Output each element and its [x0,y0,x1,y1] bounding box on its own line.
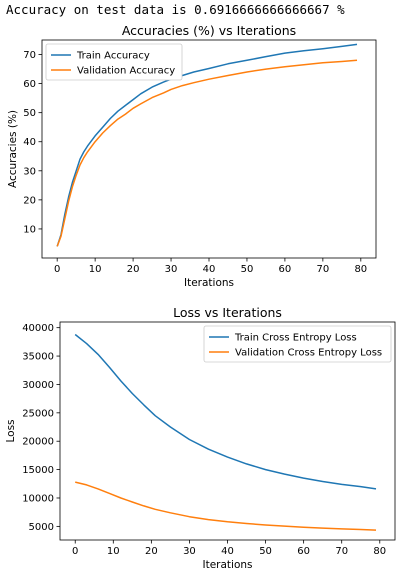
legend-label-1: Train Cross Entropy Loss [234,333,357,344]
series-line-2 [56,59,358,247]
legend-box [45,43,183,81]
x-tick-label: 10 [107,546,120,557]
x-axis-label: Iterations [202,559,252,571]
y-tick-label: 60 [23,79,36,90]
x-tick-label: 70 [335,546,348,557]
test-accuracy-output: Accuracy on test data is 0.6916666666666… [6,2,345,17]
x-tick-label: 60 [279,264,292,275]
x-tick-label: 30 [183,546,196,557]
legend-box [203,325,392,363]
chart-2: 0 10 20 30 40 50 60 70 80 5000 10000 15000 20000 2500… [5,305,396,571]
chart-title: Accuracies (%) vs Iterations [122,23,296,38]
x-tick-label: 40 [203,264,216,275]
y-axis-label: Accuracies (%) [7,110,19,188]
series-line-2 [75,481,377,531]
y-tick-label: 70 [23,50,36,61]
x-tick-label: 50 [259,546,272,557]
y-tick-label: 40000 [22,323,54,334]
legend-label-2: Validation Cross Entropy Loss [235,348,382,359]
series-line-1 [74,333,377,490]
y-tick-label: 30000 [22,380,54,391]
y-tick-label: 15000 [22,465,54,476]
y-tick-label: 50 [23,108,36,119]
x-tick-label: 40 [221,546,234,557]
x-tick-label: 80 [373,546,386,557]
y-tick-label: 35000 [22,352,54,363]
legend: Train Accuracy Validation Accuracy [45,43,183,81]
y-tick-label: 20000 [22,437,54,448]
x-tick-label: 50 [241,264,254,275]
y-tick-label: 10000 [22,493,54,504]
legend: Train Cross Entropy Loss Validation Cross… [203,325,392,363]
legend-label-2: Validation Accuracy [77,66,175,77]
x-tick-label: 20 [127,264,140,275]
legend-label-1: Train Accuracy [76,51,150,62]
y-tick-label: 25000 [22,408,54,419]
y-axis-label: Loss [5,419,17,442]
x-tick-label: 70 [316,264,329,275]
chart-1: 0 10 20 30 40 50 60 70 80 10 20 30 40 50 60 70 Accuracie… [7,23,377,289]
y-tick-label: 20 [23,195,36,206]
y-tick-label: 40 [23,137,36,148]
y-tick-label: 10 [23,224,36,235]
x-tick-label: 20 [145,546,158,557]
x-tick-label: 10 [89,264,102,275]
x-tick-label: 60 [297,546,310,557]
chart-title: Loss vs Iterations [173,305,282,320]
y-tick-label: 30 [23,166,36,177]
x-tick-label: 80 [354,264,367,275]
x-tick-label: 0 [54,264,60,275]
series-line-1 [56,43,358,247]
y-tick-label: 5000 [29,522,54,533]
x-tick-label: 0 [72,546,78,557]
x-axis-label: Iterations [184,277,234,289]
x-tick-label: 30 [165,264,178,275]
